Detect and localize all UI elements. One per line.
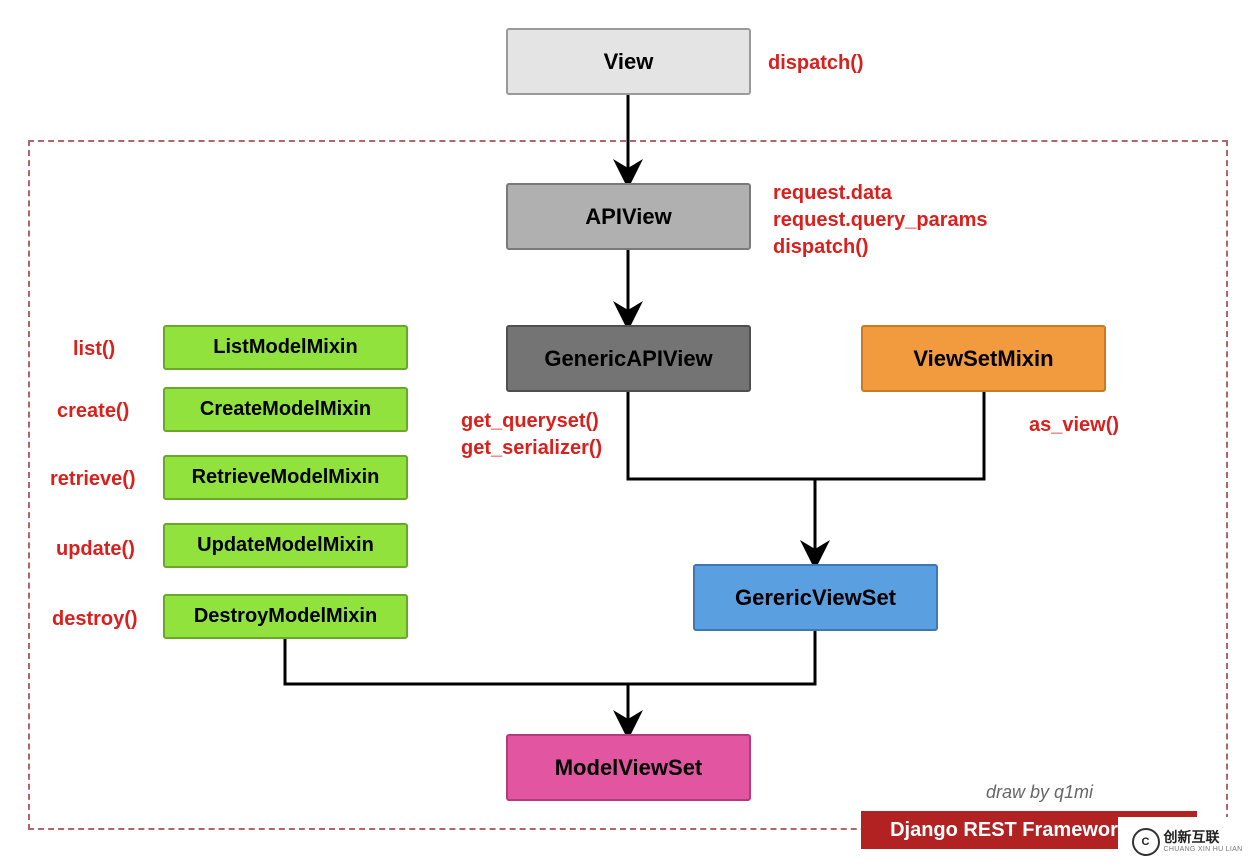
label-update: update()	[56, 536, 135, 563]
node-view: View	[506, 28, 751, 95]
node-label: View	[604, 49, 654, 75]
node-genericapiview: GenericAPIView	[506, 325, 751, 392]
node-label: UpdateModelMixin	[197, 534, 374, 557]
node-label: ViewSetMixin	[913, 346, 1053, 372]
node-updatemixin: UpdateModelMixin	[163, 523, 408, 568]
node-listmixin: ListModelMixin	[163, 325, 408, 370]
node-createmixin: CreateModelMixin	[163, 387, 408, 432]
node-destroymixin: DestroyModelMixin	[163, 594, 408, 639]
label-genericapiview-attrs: get_queryset() get_serializer()	[461, 408, 602, 462]
node-genericviewset: GerericViewSet	[693, 564, 938, 631]
node-label: CreateModelMixin	[200, 398, 371, 421]
node-viewsetmixin: ViewSetMixin	[861, 325, 1106, 392]
watermark: C 创新互联 CHUANG XIN HU LIAN	[1118, 817, 1256, 867]
node-label: GerericViewSet	[735, 585, 896, 611]
watermark-brand-cn: 创新互联	[1164, 830, 1243, 845]
node-apiview: APIView	[506, 183, 751, 250]
node-label: APIView	[585, 204, 671, 230]
watermark-brand-en: CHUANG XIN HU LIAN	[1164, 846, 1243, 854]
label-view-dispatch: dispatch()	[768, 50, 864, 77]
node-label: GenericAPIView	[544, 346, 712, 372]
watermark-logo-icon: C	[1132, 828, 1160, 856]
credit-text: draw by q1mi	[986, 782, 1093, 803]
label-destroy: destroy()	[52, 606, 138, 633]
node-label: DestroyModelMixin	[194, 605, 377, 628]
node-retrievemixin: RetrieveModelMixin	[163, 455, 408, 500]
label-apiview-attrs: request.data request.query_params dispat…	[773, 180, 988, 261]
label-list: list()	[73, 336, 115, 363]
node-label: RetrieveModelMixin	[192, 466, 380, 489]
node-modelviewset: ModelViewSet	[506, 734, 751, 801]
node-label: ListModelMixin	[213, 336, 357, 359]
label-retrieve: retrieve()	[50, 466, 136, 493]
label-viewsetmixin-attrs: as_view()	[1029, 412, 1119, 439]
label-create: create()	[57, 398, 129, 425]
node-label: ModelViewSet	[555, 755, 703, 781]
